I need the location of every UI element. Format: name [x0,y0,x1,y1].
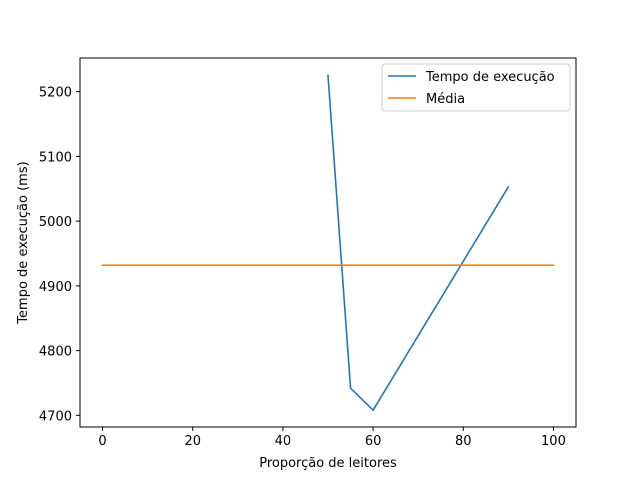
x-tick-label: 100 [541,434,566,449]
y-axis-ticks: 4700 4800 4900 5000 5100 5200 [39,86,80,424]
x-tick-label: 60 [365,434,382,449]
series-line-1 [327,74,510,411]
legend-label: Tempo de execução [425,70,555,85]
y-tick-label: 5200 [39,86,72,101]
y-tick-label: 5000 [39,215,72,230]
legend-box [381,63,571,112]
x-axis-ticks: 0 20 40 60 80 100 [98,427,566,449]
series-layer [101,74,555,411]
y-tick-label: 5100 [39,150,72,165]
y-tick-label: 4900 [39,280,72,295]
x-tick-label: 20 [184,434,201,449]
x-tick-label: 40 [275,434,292,449]
y-axis-label: Tempo de execução (ms) [16,161,31,324]
y-tick-label: 4700 [39,409,72,424]
plot-frame [79,57,577,428]
x-axis-label: Proporção de leitores [259,456,397,471]
x-tick-label: 0 [98,434,106,449]
y-tick-label: 4800 [39,345,72,360]
x-tick-label: 80 [455,434,472,449]
legend: Tempo de execução Média [381,63,571,112]
legend-label: Média [426,92,465,107]
